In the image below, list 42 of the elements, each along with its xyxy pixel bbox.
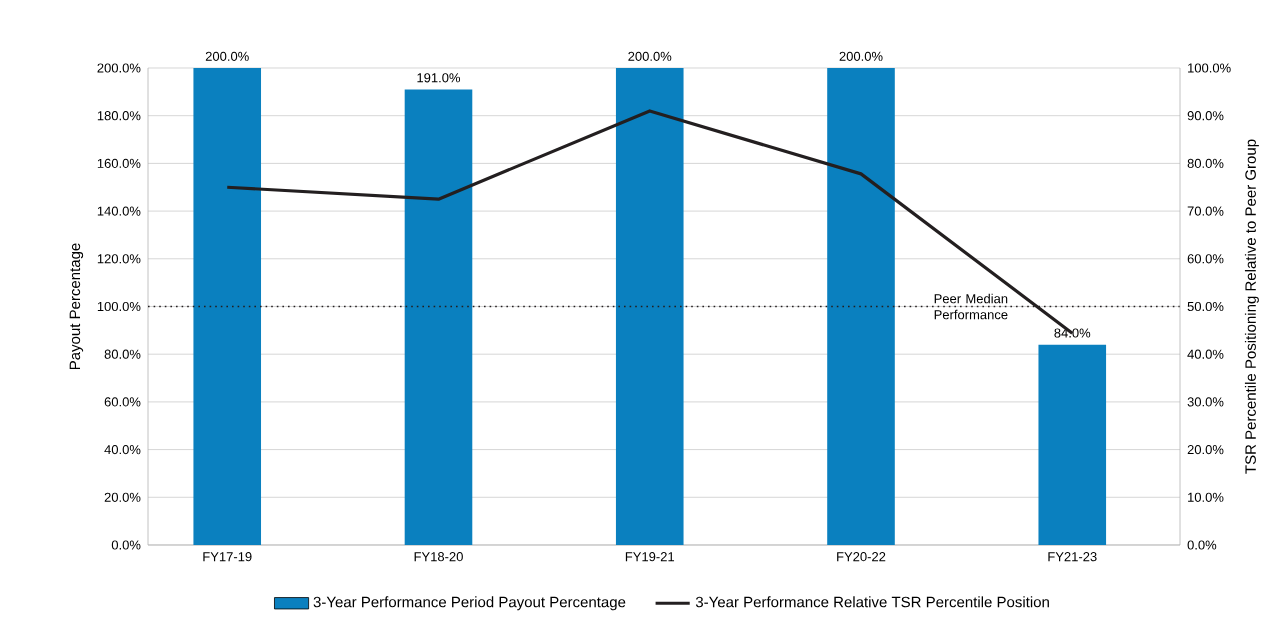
bar [404,89,473,545]
data-label: 200.0% [628,51,672,61]
y2-tick-label: 80.0% [1187,158,1224,168]
y2-tick-label: 0.0% [1187,540,1217,550]
x-tick-label: FY17-19 [203,551,252,562]
legend-label: 3-Year Performance Relative TSR Percentile Position [695,596,1049,608]
y2-axis-title: TSR Percentile Positioning Relative to Peer Group [1244,139,1259,474]
y2-tick-label: 10.0% [1188,492,1224,502]
bar [827,67,895,545]
ref-line-label: Peer Median Performance [934,293,1008,320]
data-label: 84.0% [1054,328,1091,338]
y-tick-label: 180.0% [97,111,141,121]
x-tick-label: FY21-23 [1048,551,1097,562]
y-tick-label: 40.0% [104,444,141,455]
y2-tick-label: 90.0% [1187,111,1224,121]
bar [615,67,684,545]
x-tick-label: FY18-20 [414,551,463,562]
y-tick-label: 200.0% [97,63,141,73]
y-tick-label: 60.0% [104,397,141,407]
data-label: 191.0% [417,73,461,83]
y2-tick-label: 60.0% [1187,254,1224,264]
legend-label: 3-Year Performance Period Payout Percentage [313,596,626,611]
y2-tick-label: 50.0% [1187,301,1224,311]
data-label: 200.0% [205,51,249,61]
y2-tick-label: 100.0% [1188,63,1231,73]
y-tick-label: 0.0% [111,540,141,550]
x-tick-label: FY20-22 [837,551,886,562]
y2-tick-label: 20.0% [1187,444,1224,455]
y-tick-label: 100.0% [97,301,141,311]
y-tick-label: 160.0% [97,158,141,168]
y-tick-label: 20.0% [104,492,141,502]
y2-tick-label: 40.0% [1187,349,1224,359]
x-tick-label: FY19-21 [625,551,675,562]
y-axis-title: Payout Percentage [69,243,84,369]
y2-tick-label: 70.0% [1187,206,1224,216]
bar [1038,344,1107,545]
y2-tick-label: 30.0% [1187,397,1224,407]
y-tick-label: 80.0% [104,349,141,359]
data-label: 200.0% [839,51,883,61]
bar [193,67,262,545]
y-tick-label: 140.0% [97,206,141,216]
y-tick-label: 120.0% [97,254,141,264]
